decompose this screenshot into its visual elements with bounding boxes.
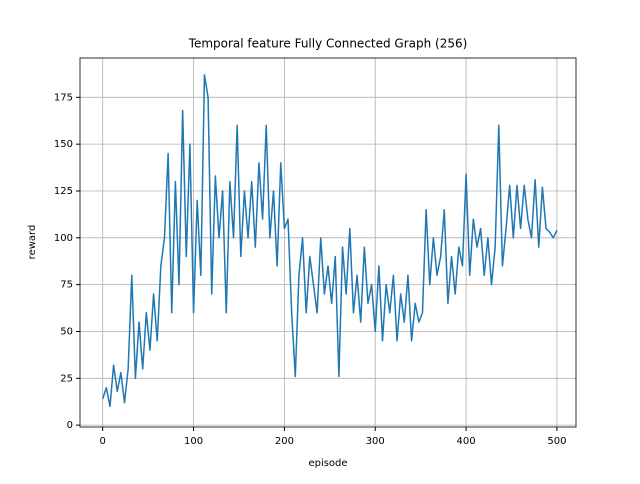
y-tick-label: 0 xyxy=(67,420,73,431)
x-tick-label: 100 xyxy=(184,436,203,447)
x-tick-label: 200 xyxy=(275,436,294,447)
y-tick-label: 25 xyxy=(60,373,73,384)
data-line xyxy=(101,74,558,408)
x-tick-label: 500 xyxy=(547,436,566,447)
x-tick-label: 400 xyxy=(457,436,476,447)
chart-title: Temporal feature Fully Connected Graph (… xyxy=(188,37,468,51)
y-tick-label: 50 xyxy=(60,326,73,337)
y-tick-label: 175 xyxy=(54,92,73,103)
x-axis-label: episode xyxy=(308,458,347,469)
plot-frame xyxy=(79,57,577,428)
y-tick-label: 75 xyxy=(60,280,73,291)
y-axis-label: reward xyxy=(27,225,38,260)
y-tick-label: 125 xyxy=(54,186,73,197)
x-tick-label: 300 xyxy=(366,436,385,447)
x-tick-label: 0 xyxy=(100,436,106,447)
y-tick-label: 100 xyxy=(54,233,73,244)
y-tick-label: 150 xyxy=(54,139,73,150)
